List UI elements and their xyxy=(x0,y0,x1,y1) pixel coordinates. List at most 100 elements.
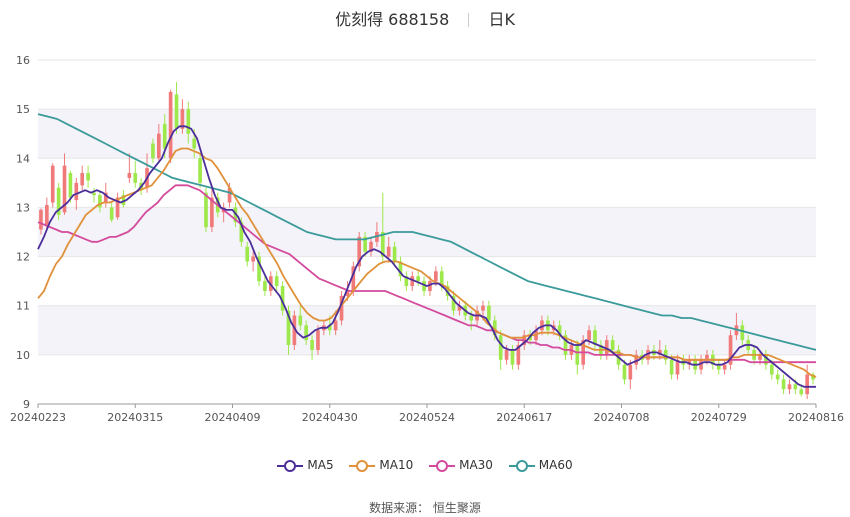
candle-body xyxy=(428,281,432,291)
candle-body xyxy=(298,315,303,326)
y-tick-label: 12 xyxy=(16,251,30,264)
data-source: 数据来源： 恒生聚源 xyxy=(0,499,850,516)
candle-body xyxy=(593,330,597,346)
candle-body xyxy=(481,305,485,311)
source-name: 恒生聚源 xyxy=(432,501,481,515)
legend-item-ma30[interactable]: MA30 xyxy=(429,458,493,472)
candle-body xyxy=(587,330,591,341)
candle-body xyxy=(451,295,456,311)
y-tick-label: 10 xyxy=(16,349,30,362)
candle-body xyxy=(764,354,768,365)
grid-band xyxy=(38,207,816,257)
x-tick-label: 20240223 xyxy=(10,411,66,424)
candle-body xyxy=(439,271,444,287)
legend-item-ma5[interactable]: MA5 xyxy=(277,458,334,472)
y-tick-label: 15 xyxy=(16,103,30,116)
candle-body xyxy=(404,276,409,287)
candle-body xyxy=(410,276,415,287)
candle-body xyxy=(304,325,309,341)
y-tick-label: 16 xyxy=(16,54,30,67)
candle-body xyxy=(469,315,474,321)
candle-body xyxy=(369,241,373,252)
candle-body xyxy=(563,335,568,355)
candle-body xyxy=(504,349,509,360)
candle-body xyxy=(103,192,108,203)
y-tick-label: 14 xyxy=(16,152,30,165)
candle-body xyxy=(115,197,120,218)
candle-body xyxy=(722,364,727,370)
candle-body xyxy=(622,364,627,380)
candle-body xyxy=(398,261,403,277)
candle-body xyxy=(45,204,49,225)
candle-body xyxy=(80,173,85,186)
x-tick-label: 20240524 xyxy=(399,411,455,424)
candle-body xyxy=(292,315,297,346)
ma60-legend-icon xyxy=(508,460,535,472)
candle-body xyxy=(457,305,462,311)
candle-body xyxy=(310,340,314,350)
candle-body xyxy=(316,330,320,350)
candle-body xyxy=(363,236,367,252)
candle-body xyxy=(557,325,562,336)
candle-body xyxy=(180,109,185,129)
candle-body xyxy=(109,207,114,220)
legend-item-ma10[interactable]: MA10 xyxy=(349,458,413,472)
candle-body xyxy=(127,173,132,178)
candle-body xyxy=(192,138,197,149)
candle-body xyxy=(799,389,804,395)
candle-body xyxy=(121,195,126,205)
x-tick-label: 20240816 xyxy=(788,411,844,424)
y-tick-label: 13 xyxy=(16,201,30,214)
candle-body xyxy=(487,305,491,321)
candle-body xyxy=(274,276,279,287)
legend-label: MA5 xyxy=(307,458,334,472)
candle-body xyxy=(498,335,503,360)
candle-body xyxy=(62,165,67,213)
candle-body xyxy=(758,354,762,360)
candle-body xyxy=(280,286,285,311)
ma30-legend-icon xyxy=(429,460,456,472)
candle-body xyxy=(239,222,244,242)
grid-band xyxy=(38,305,816,355)
candle-body xyxy=(251,256,255,262)
y-tick-label: 11 xyxy=(16,300,30,313)
candle-body xyxy=(663,349,668,360)
title-separator xyxy=(468,13,470,27)
candle-body xyxy=(775,374,780,380)
candle-body xyxy=(604,340,609,355)
ma10-line xyxy=(37,147,817,378)
candle-body xyxy=(133,173,138,183)
stock-name: 优刻得 xyxy=(335,10,384,29)
candle-body xyxy=(646,349,650,360)
candle-body xyxy=(345,290,350,296)
ma5-line xyxy=(37,125,816,388)
candle-body xyxy=(68,173,73,198)
candle-body xyxy=(86,173,90,181)
candle-body xyxy=(286,310,291,346)
candle-body xyxy=(245,246,250,262)
candle-body xyxy=(540,320,544,331)
period-label[interactable]: 日K xyxy=(488,10,515,29)
source-label: 数据来源： xyxy=(369,501,430,515)
candle-body xyxy=(162,123,167,149)
candle-body xyxy=(263,281,267,291)
candle-body xyxy=(186,109,191,134)
candle-body xyxy=(687,359,692,365)
candle-body xyxy=(339,295,344,321)
x-tick-label: 20240729 xyxy=(691,411,747,424)
candle-body xyxy=(657,349,662,355)
candle-body xyxy=(386,246,391,257)
legend-item-ma60[interactable]: MA60 xyxy=(508,458,573,472)
candle-body xyxy=(811,374,815,380)
candle-body xyxy=(174,94,179,129)
x-tick-label: 20240430 xyxy=(302,411,358,424)
candle-body xyxy=(422,281,426,291)
candle-body xyxy=(257,256,261,282)
candle-body xyxy=(781,379,786,390)
candle-body xyxy=(675,359,680,375)
candle-body xyxy=(204,192,208,228)
candle-body xyxy=(380,232,385,257)
candle-body xyxy=(699,359,703,370)
candle-body xyxy=(610,340,615,350)
legend-label: MA60 xyxy=(538,458,573,472)
